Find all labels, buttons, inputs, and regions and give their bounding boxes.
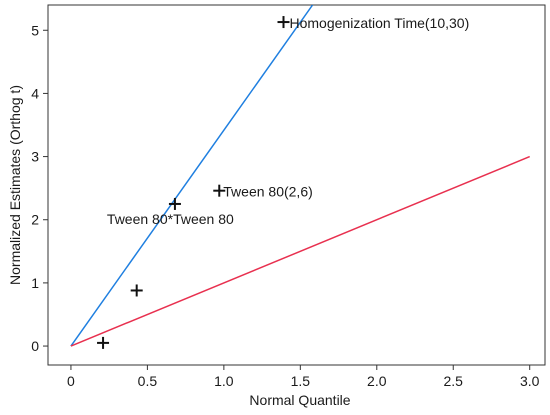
x-tick-label: 1.5 <box>291 373 311 389</box>
data-point-label: Tween 80(2,6) <box>223 184 313 200</box>
data-point-marker <box>168 197 181 210</box>
reference-line-red <box>70 155 530 347</box>
x-tick-label: 0 <box>67 373 75 389</box>
data-point-marker <box>213 184 226 197</box>
data-point-marker <box>277 16 290 29</box>
x-tick-label: 3.0 <box>520 373 540 389</box>
reference-lines <box>70 5 530 347</box>
x-axis-ticks: 0 0.5 1.0 1.5 2.0 2.5 3.0 <box>67 365 540 389</box>
x-tick-label: 1.0 <box>214 373 234 389</box>
x-tick-label: 0.5 <box>138 373 158 389</box>
data-point-marker <box>97 336 110 349</box>
y-tick-label: 0 <box>31 338 39 354</box>
data-point-label: Tween 80*Tween 80 <box>107 211 234 227</box>
y-tick-label: 2 <box>31 212 39 228</box>
y-tick-label: 4 <box>31 85 39 101</box>
data-point-label: Homogenization Time(10,30) <box>290 15 470 31</box>
y-tick-label: 3 <box>31 149 39 165</box>
x-tick-label: 2.5 <box>444 373 464 389</box>
data-points: Tween 80*Tween 80 Tween 80(2,6) Homogeniza… <box>97 15 469 349</box>
reference-line-blue <box>70 5 314 347</box>
y-tick-label: 5 <box>31 22 39 38</box>
y-axis-ticks: 0 1 2 3 4 5 <box>31 22 48 354</box>
x-axis-title: Normal Quantile <box>249 392 350 408</box>
y-axis-title: Normalized Estimates (Orthog t) <box>7 85 23 285</box>
x-tick-label: 2.0 <box>367 373 387 389</box>
y-tick-label: 1 <box>31 275 39 291</box>
data-point-marker <box>130 284 143 297</box>
